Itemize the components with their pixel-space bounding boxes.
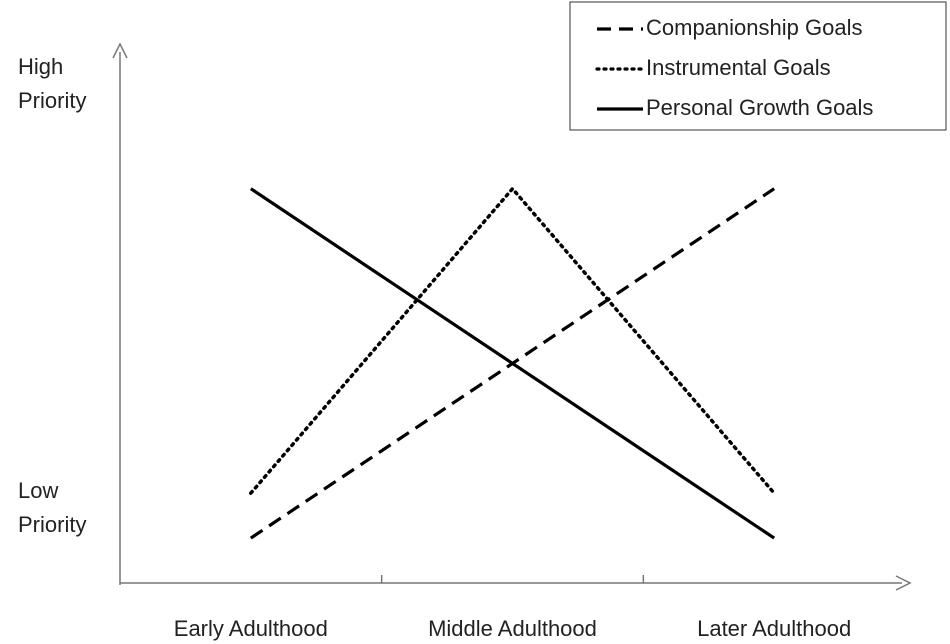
series-line [249,186,776,495]
x-tick-label: Middle Adulthood [428,616,597,641]
y-tick-label: Low Priority [18,478,87,538]
y-tick-label: High Priority [18,53,87,113]
y-axis-arrow [112,42,128,59]
legend-label: Companionship Goals [646,15,862,40]
legend-label: Instrumental Goals [646,55,831,80]
x-axis-arrow [895,575,912,591]
series-line [249,187,776,540]
x-tick-label: Early Adulthood [174,616,328,641]
x-tick-label: Later Adulthood [697,616,851,641]
legend-label: Personal Growth Goals [646,95,873,120]
